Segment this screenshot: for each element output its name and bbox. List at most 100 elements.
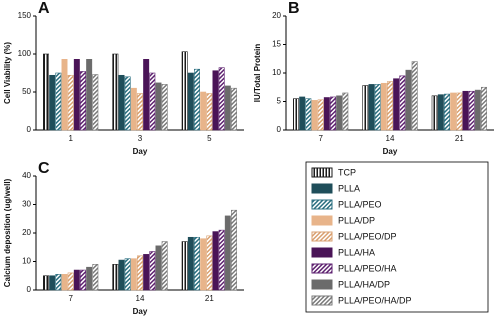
legend-label: PLLA/HA/DP xyxy=(338,279,390,289)
bar xyxy=(444,93,450,131)
bar xyxy=(67,272,74,291)
bar xyxy=(92,264,99,291)
bar xyxy=(143,254,150,291)
bar xyxy=(393,78,400,131)
bar xyxy=(194,68,200,131)
y-axis-label: Calcium deposition (ug/well) xyxy=(3,178,12,287)
y-tick-label: 15 xyxy=(272,40,281,49)
y-tick-label: 0 xyxy=(27,285,32,294)
bar xyxy=(161,84,168,131)
y-tick-label: 10 xyxy=(272,68,281,77)
bar xyxy=(431,95,438,131)
bar xyxy=(80,269,86,291)
bar xyxy=(67,74,74,131)
bar xyxy=(61,59,68,131)
bar xyxy=(155,245,162,291)
bar xyxy=(124,258,131,291)
legend-label: PLLA/HA xyxy=(338,247,375,257)
y-axis-label: IU/Total Protein xyxy=(253,44,262,103)
bar xyxy=(49,275,56,291)
bar xyxy=(311,100,318,131)
bar xyxy=(73,59,80,131)
bar xyxy=(149,72,156,131)
bar xyxy=(181,241,188,291)
bar xyxy=(80,71,86,131)
bar xyxy=(305,98,312,131)
bar xyxy=(342,92,349,131)
bar xyxy=(149,251,156,291)
bar xyxy=(130,87,137,131)
bar xyxy=(92,74,99,131)
bar xyxy=(411,61,418,131)
y-tick-label: 150 xyxy=(18,11,32,20)
bar xyxy=(399,75,406,131)
legend-swatch xyxy=(311,167,333,178)
legend-label: PLLA xyxy=(338,183,360,193)
y-tick-label: 20 xyxy=(272,11,281,20)
y-tick-label: 5 xyxy=(277,97,282,106)
bar xyxy=(200,238,207,291)
bar xyxy=(317,99,324,131)
panel-label: B xyxy=(288,0,300,17)
bar xyxy=(474,89,481,131)
x-tick-label: 3 xyxy=(138,134,143,143)
bar xyxy=(387,81,393,131)
bar xyxy=(187,236,194,291)
legend-label: TCP xyxy=(338,167,356,177)
legend-label: PLLA/PEO xyxy=(338,199,382,209)
bar xyxy=(437,94,444,131)
bar xyxy=(86,266,93,291)
bar xyxy=(49,74,56,131)
bar xyxy=(374,84,381,131)
bar xyxy=(130,258,137,291)
legend-swatch xyxy=(311,247,333,258)
bar xyxy=(43,53,49,131)
bar xyxy=(86,59,93,131)
legend-swatch xyxy=(311,295,333,306)
bar xyxy=(293,98,299,131)
legend-label: PLLA/DP xyxy=(338,215,375,225)
bar xyxy=(468,90,475,131)
legend-swatch xyxy=(311,263,333,274)
bar xyxy=(368,84,375,131)
legend-frame xyxy=(305,161,489,313)
bar xyxy=(212,70,219,131)
x-tick-label: 21 xyxy=(455,134,464,143)
bar xyxy=(43,275,49,291)
legend-swatch xyxy=(311,199,333,210)
bar xyxy=(481,86,487,131)
bar xyxy=(137,93,143,131)
bar xyxy=(218,229,225,291)
panel-label: C xyxy=(38,160,50,177)
bar xyxy=(55,72,62,131)
bar xyxy=(124,76,131,131)
y-tick-label: 20 xyxy=(22,228,31,237)
y-tick-label: 50 xyxy=(22,87,31,96)
y-axis-label: Cell Viability (%) xyxy=(3,42,12,104)
y-tick-label: 100 xyxy=(18,49,32,58)
bar xyxy=(224,215,231,291)
x-tick-label: 7 xyxy=(68,294,73,303)
bar xyxy=(362,85,369,131)
bar xyxy=(194,236,200,291)
bar xyxy=(330,96,336,131)
x-tick-label: 14 xyxy=(386,134,395,143)
y-tick-label: 40 xyxy=(22,171,31,180)
x-axis-label: Day xyxy=(383,147,398,156)
bar xyxy=(231,87,237,131)
bar xyxy=(118,74,125,131)
bar xyxy=(323,97,330,131)
bar xyxy=(137,255,143,291)
bar xyxy=(224,85,231,131)
bar xyxy=(231,209,237,291)
x-tick-label: 21 xyxy=(205,294,214,303)
bar xyxy=(206,235,213,291)
y-tick-label: 10 xyxy=(22,257,31,266)
legend-swatch xyxy=(311,215,333,226)
legend-swatch xyxy=(311,279,333,290)
bar xyxy=(155,82,162,131)
bar xyxy=(462,90,469,131)
legend-swatch xyxy=(311,183,333,194)
x-tick-label: 14 xyxy=(136,294,145,303)
